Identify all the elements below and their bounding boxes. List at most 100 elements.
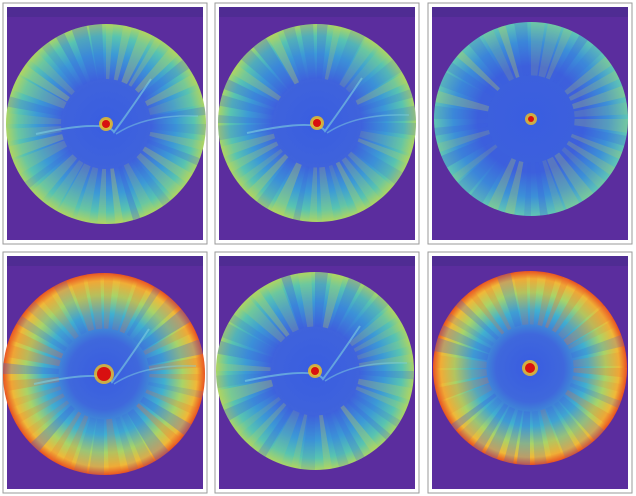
- ray: [500, 410, 523, 465]
- image-panel: [427, 2, 633, 245]
- ray: [349, 301, 406, 347]
- image-panel: [2, 251, 208, 494]
- ray: [216, 318, 276, 356]
- ray: [433, 369, 488, 387]
- ray: [24, 154, 78, 209]
- ray: [322, 272, 347, 329]
- ray: [566, 140, 624, 181]
- ray: [231, 290, 286, 343]
- ray: [530, 271, 539, 325]
- ray: [467, 403, 509, 461]
- ray: [228, 148, 283, 193]
- ray: [121, 24, 158, 85]
- rays: [3, 273, 205, 475]
- ray: [296, 272, 314, 328]
- ray: [451, 397, 502, 450]
- ray: [247, 29, 295, 89]
- ray: [146, 336, 205, 365]
- ray: [573, 368, 627, 379]
- swirl-streak: [33, 328, 150, 385]
- center-spot: [525, 363, 535, 373]
- ray: [51, 24, 88, 86]
- ray: [279, 24, 307, 82]
- ray: [325, 412, 353, 470]
- ray: [563, 299, 622, 346]
- ray: [149, 374, 205, 382]
- image-top-strip: [7, 7, 203, 17]
- ray: [567, 314, 627, 350]
- center-spot: [528, 116, 534, 122]
- ray: [123, 162, 161, 224]
- ray: [570, 133, 628, 164]
- ray: [149, 131, 206, 153]
- image-panel: [214, 2, 420, 245]
- ray: [324, 24, 344, 80]
- ray: [250, 158, 295, 218]
- swirl-streak: [244, 325, 361, 382]
- ray: [434, 122, 489, 138]
- ray: [540, 409, 567, 465]
- ray: [535, 161, 550, 216]
- rays: [433, 271, 627, 465]
- ray: [66, 273, 95, 332]
- center-spot: [313, 119, 321, 127]
- ray: [573, 100, 628, 117]
- ray: [352, 145, 412, 191]
- ray: [70, 417, 97, 475]
- ray: [238, 402, 287, 455]
- ray: [464, 153, 510, 212]
- ray: [290, 166, 310, 222]
- ray: [443, 393, 497, 437]
- ray: [3, 340, 61, 367]
- ray: [142, 146, 202, 189]
- ray: [148, 86, 206, 116]
- ray: [551, 275, 593, 333]
- ray: [6, 134, 64, 162]
- ray: [226, 396, 281, 441]
- ray: [299, 415, 315, 470]
- ray: [559, 396, 612, 448]
- ray: [128, 28, 168, 87]
- ray: [118, 166, 144, 224]
- ray: [434, 104, 488, 119]
- ray: [564, 50, 620, 95]
- ray: [448, 292, 499, 340]
- ray: [512, 22, 530, 77]
- ray: [233, 42, 288, 95]
- ray: [220, 308, 279, 349]
- rays: [434, 22, 628, 216]
- ray: [494, 22, 520, 78]
- ray: [106, 24, 114, 80]
- ray: [140, 53, 198, 100]
- ray: [343, 287, 396, 342]
- ray: [216, 379, 274, 409]
- ray: [315, 272, 330, 327]
- ray: [245, 281, 290, 337]
- ray: [298, 24, 316, 80]
- ray: [502, 161, 524, 216]
- ray: [126, 277, 167, 337]
- ray: [437, 307, 495, 347]
- ray: [438, 56, 496, 98]
- ray: [483, 158, 517, 216]
- ray: [561, 147, 613, 196]
- ray: [337, 276, 382, 336]
- ray: [144, 69, 206, 106]
- ray: [10, 58, 70, 102]
- ray: [330, 272, 366, 332]
- ray: [218, 114, 273, 123]
- ray: [544, 271, 574, 329]
- ray: [216, 388, 277, 426]
- center-spot: [97, 367, 111, 381]
- ray: [110, 168, 126, 224]
- ray: [569, 382, 627, 413]
- ray: [332, 24, 370, 85]
- ray: [288, 414, 308, 470]
- ray: [433, 320, 491, 354]
- ray: [542, 160, 568, 216]
- ray: [355, 68, 416, 105]
- ray: [216, 373, 272, 390]
- ray: [308, 167, 317, 222]
